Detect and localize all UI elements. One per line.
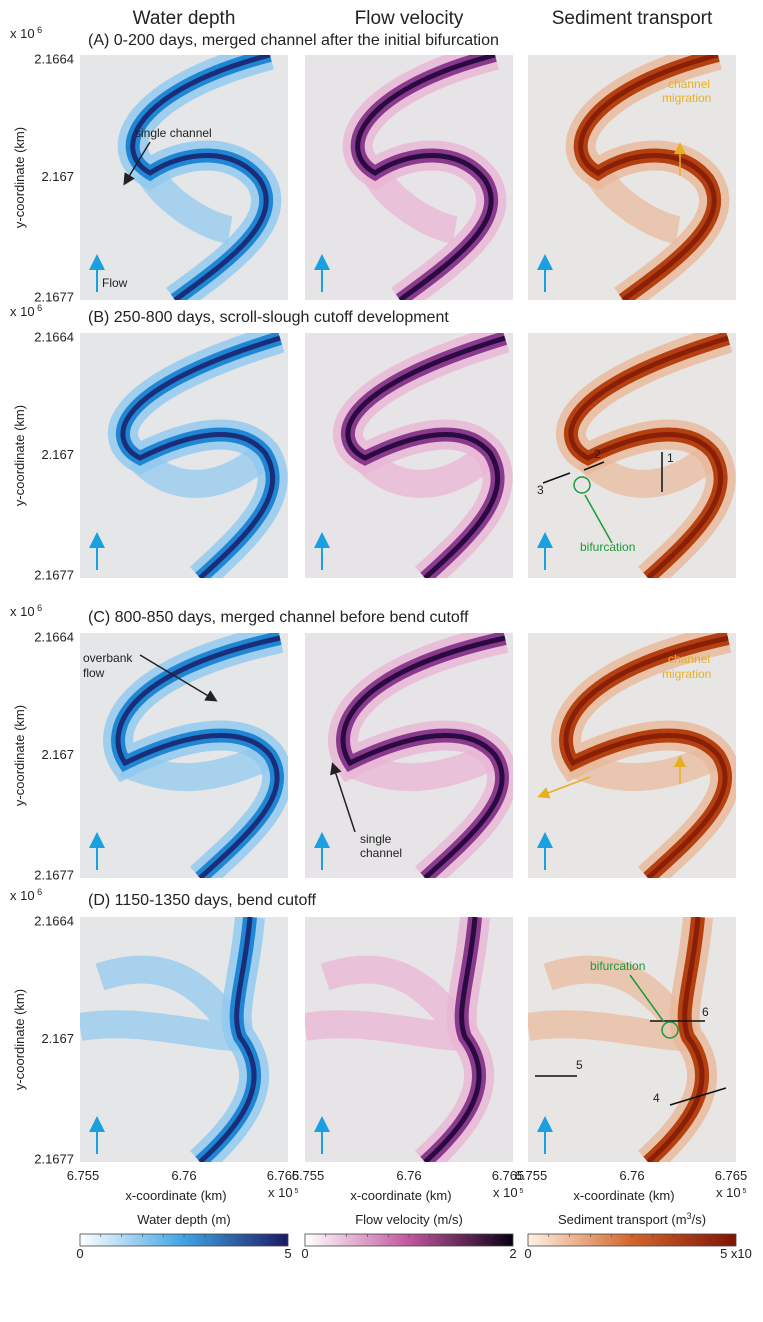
map-panel xyxy=(80,917,288,1162)
x-power: 5 xyxy=(293,1188,299,1195)
annotation: 6 xyxy=(702,1005,709,1019)
row-title: (D) 1150-1350 days, bend cutoff xyxy=(88,892,317,909)
annotation: bifurcation xyxy=(580,540,635,554)
x-tick-label: 6.755 xyxy=(515,1168,548,1183)
x-multiplier: x 10 5 xyxy=(268,1185,299,1200)
annotation: 3 xyxy=(537,483,544,497)
map-panel xyxy=(305,55,513,300)
y-tick-label: 2.167 xyxy=(41,747,74,762)
y-tick-label: 2.1677 xyxy=(34,867,74,882)
colorbar-min: 0 xyxy=(301,1246,308,1261)
annotation: channel xyxy=(360,846,402,860)
y-multiplier: x 10 6 xyxy=(10,303,42,319)
colorbar-label: Sediment transport (m3/s) xyxy=(558,1211,706,1227)
colorbar-max: 5 x10 xyxy=(720,1246,752,1261)
column-header: Flow velocity xyxy=(355,8,464,29)
unit-end: /s) xyxy=(692,1212,706,1227)
row-title: (B) 250-800 days, scroll-slough cutoff d… xyxy=(88,309,449,326)
annotation: 2 xyxy=(594,447,601,461)
y-power: 6 xyxy=(35,603,43,613)
x-power: 5 xyxy=(518,1188,524,1195)
colorbar-min: 0 xyxy=(524,1246,531,1261)
x-axis-label: x-coordinate (km) xyxy=(125,1188,226,1203)
x-tick-label: 6.76 xyxy=(396,1168,421,1183)
annotation: channel xyxy=(668,652,710,666)
map-panel xyxy=(305,633,513,878)
map-panel xyxy=(80,633,288,878)
y-tick-label: 2.1677 xyxy=(34,567,74,582)
row-title: (A) 0-200 days, merged channel after the… xyxy=(88,32,499,49)
y-multiplier: x 10 6 xyxy=(10,887,42,903)
x-tick-label: 6.755 xyxy=(67,1168,100,1183)
page: Water depth Flow velocity Sediment transpo… xyxy=(0,0,763,1322)
y-multiplier: x 10 6 xyxy=(10,25,42,41)
y-axis-label: y-coordinate (km) xyxy=(12,705,27,806)
colorbar-label: Flow velocity (m/s) xyxy=(355,1212,463,1227)
y-multiplier: x 10 6 xyxy=(10,603,42,619)
row-title: (C) 800-850 days, merged channel before … xyxy=(88,609,469,626)
x-axis-label: x-coordinate (km) xyxy=(350,1188,451,1203)
y-axis-label: y-coordinate (km) xyxy=(12,127,27,228)
colorbar-max: 5 xyxy=(284,1246,291,1261)
annotation: overbank xyxy=(83,651,133,665)
column-header: Sediment transport xyxy=(552,8,713,29)
annotation: 1 xyxy=(667,451,674,465)
y-axis-label: y-coordinate (km) xyxy=(12,989,27,1090)
map-panel xyxy=(305,333,513,578)
x-tick-label: 6.76 xyxy=(619,1168,644,1183)
x-tick-label: 6.765 xyxy=(715,1168,748,1183)
y-tick-label: 2.1677 xyxy=(34,1151,74,1166)
y-tick-label: 2.167 xyxy=(41,1031,74,1046)
annotation: single xyxy=(360,832,392,846)
map-panel xyxy=(528,917,736,1162)
map-panel xyxy=(80,55,288,300)
y-tick-label: 2.1664 xyxy=(34,51,74,66)
annotation: single channel xyxy=(135,126,212,140)
x-axis-label: x-coordinate (km) xyxy=(573,1188,674,1203)
y-tick-label: 2.167 xyxy=(41,447,74,462)
x-multiplier: x 10 5 xyxy=(493,1185,524,1200)
x-tick-label: 6.76 xyxy=(171,1168,196,1183)
y-power: 6 xyxy=(35,303,43,313)
y-power: 6 xyxy=(35,25,43,35)
y-tick-label: 2.1664 xyxy=(34,913,74,928)
y-tick-label: 2.1664 xyxy=(34,329,74,344)
annotation: Flow xyxy=(102,276,128,290)
annotation: migration xyxy=(662,667,711,681)
map-panel xyxy=(305,917,513,1162)
colorbar-label: Water depth (m) xyxy=(137,1212,230,1227)
figure: Water depth Flow velocity Sediment transpo… xyxy=(0,0,763,1317)
annotation: 5 xyxy=(576,1058,583,1072)
annotation: bifurcation xyxy=(590,959,645,973)
x-tick-label: 6.755 xyxy=(292,1168,325,1183)
y-tick-label: 2.167 xyxy=(41,169,74,184)
colorbar-max: 2 xyxy=(509,1246,516,1261)
y-axis-label: y-coordinate (km) xyxy=(12,405,27,506)
x-multiplier: x 10 5 xyxy=(716,1185,747,1200)
colorbar-min: 0 xyxy=(76,1246,83,1261)
annotation: 4 xyxy=(653,1091,660,1105)
y-power: 6 xyxy=(35,887,43,897)
annotation: flow xyxy=(83,666,105,680)
y-tick-label: 2.1664 xyxy=(34,629,74,644)
map-panel xyxy=(80,333,288,578)
x-power: 5 xyxy=(741,1188,747,1195)
annotation: channel xyxy=(668,77,710,91)
column-header: Water depth xyxy=(133,8,236,29)
annotation: migration xyxy=(662,91,711,105)
